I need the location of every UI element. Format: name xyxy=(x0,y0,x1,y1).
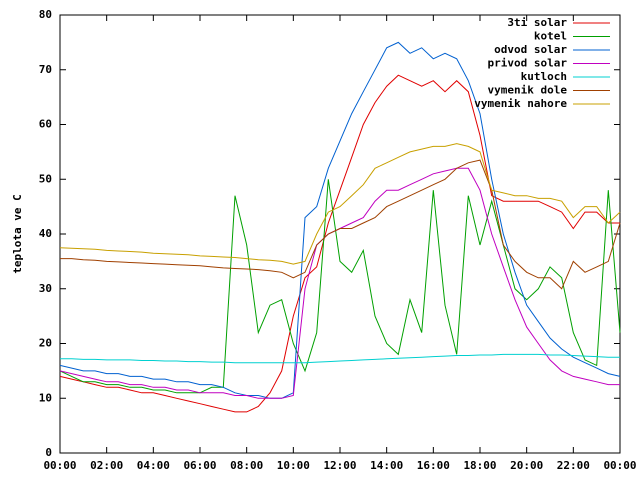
x-tick-label: 00:00 xyxy=(603,459,636,472)
legend-label: vymenik dole xyxy=(488,84,568,97)
series-line xyxy=(59,179,621,394)
x-tick-label: 02:00 xyxy=(90,459,123,472)
legend-label: kotel xyxy=(534,30,567,43)
x-tick-label: 20:00 xyxy=(510,459,543,472)
legend-label: vymenik nahore xyxy=(474,97,567,110)
x-tick-label: 04:00 xyxy=(137,459,170,472)
y-tick-label: 40 xyxy=(39,227,52,240)
y-tick-label: 50 xyxy=(39,172,52,185)
x-tick-label: 14:00 xyxy=(370,459,403,472)
series-line xyxy=(59,74,620,413)
series-line xyxy=(59,41,621,399)
y-axis-label: teplota ve C xyxy=(11,194,24,273)
x-tick-label: 00:00 xyxy=(43,459,76,472)
x-tick-label: 22:00 xyxy=(557,459,590,472)
series-line xyxy=(60,159,621,290)
legend-label: 3ti solar xyxy=(507,16,567,29)
legend-label: kutloch xyxy=(521,70,567,83)
x-tick-label: 08:00 xyxy=(230,459,263,472)
y-tick-label: 0 xyxy=(45,446,52,459)
x-tick-label: 16:00 xyxy=(417,459,450,472)
series-line xyxy=(60,353,620,364)
legend-label: privod solar xyxy=(488,57,568,70)
x-tick-label: 06:00 xyxy=(183,459,216,472)
y-tick-label: 20 xyxy=(39,337,52,350)
x-tick-label: 12:00 xyxy=(323,459,356,472)
y-tick-label: 80 xyxy=(39,8,52,21)
y-tick-label: 60 xyxy=(39,118,52,131)
y-tick-label: 10 xyxy=(39,391,52,404)
legend-label: odvod solar xyxy=(494,43,567,56)
y-tick-label: 30 xyxy=(39,282,52,295)
x-tick-label: 18:00 xyxy=(463,459,496,472)
x-tick-label: 10:00 xyxy=(277,459,310,472)
y-tick-label: 70 xyxy=(39,63,52,76)
series-line xyxy=(59,143,621,265)
